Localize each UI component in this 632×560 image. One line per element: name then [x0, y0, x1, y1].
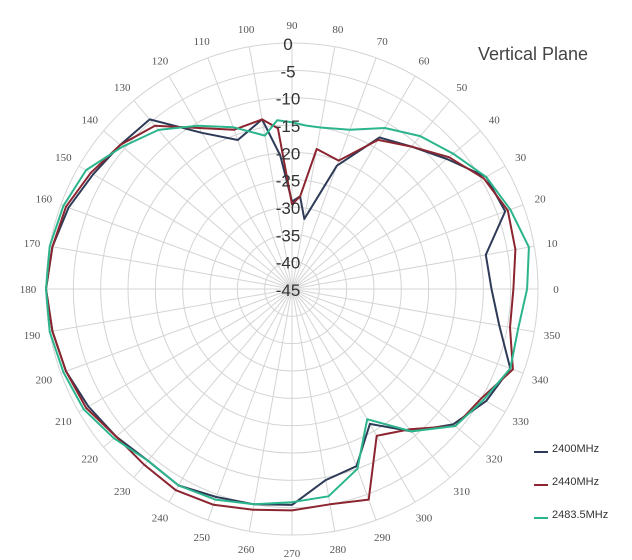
angular-tick-label: 30: [515, 152, 527, 164]
grid-spoke: [291, 57, 377, 290]
angular-tick-label: 280: [330, 544, 347, 556]
angular-tick-label: 330: [512, 416, 529, 428]
grid-spoke: [291, 288, 481, 448]
grid-spoke: [168, 75, 293, 290]
grid-spoke: [103, 130, 293, 290]
angular-tick-label: 90: [287, 20, 299, 32]
grid-spoke: [60, 204, 293, 290]
angular-tick-label: 80: [332, 24, 344, 36]
legend-label: 2483.5MHz: [552, 509, 609, 521]
chart-title: Vertical Plane: [478, 44, 589, 64]
angular-tick-label: 40: [489, 114, 501, 126]
angular-tick-label: 10: [546, 238, 558, 250]
angular-tick-label: 260: [238, 544, 255, 556]
grid-spoke: [103, 288, 293, 448]
series-line: [45, 119, 530, 506]
angular-tick-label: 190: [24, 330, 41, 342]
grid-spoke: [133, 100, 293, 290]
grid-spoke: [60, 288, 293, 374]
grid-spoke: [291, 288, 524, 374]
angular-tick-label: 130: [114, 82, 131, 94]
legend-swatch: [534, 484, 548, 486]
grid-spoke: [291, 288, 535, 333]
angular-tick-label: 120: [152, 55, 169, 67]
angular-tick-label: 140: [82, 114, 99, 126]
grid-spoke: [291, 288, 336, 532]
grid-spoke: [49, 245, 293, 290]
radial-tick-label: -45: [276, 281, 301, 300]
angular-tick-label: 290: [374, 532, 391, 544]
radial-tick-label: -10: [276, 90, 301, 109]
grid-spoke: [291, 204, 524, 290]
grid-spoke: [291, 288, 377, 521]
series-line: [45, 118, 517, 512]
radial-tick-label: 0: [283, 35, 292, 54]
angular-tick-label: 150: [55, 152, 72, 164]
radial-tick-label: -5: [280, 62, 295, 81]
grid-spoke: [291, 288, 506, 413]
grid-spoke: [133, 288, 293, 478]
angular-tick-label: 250: [193, 532, 210, 544]
grid-spoke: [291, 100, 451, 290]
angular-tick-label: 50: [456, 82, 468, 94]
angular-tick-label: 160: [36, 194, 53, 206]
grid-spoke: [207, 57, 293, 290]
angular-tick-label: 300: [416, 513, 433, 525]
legend-label: 2440MHz: [552, 476, 600, 488]
radial-tick-label: -25: [276, 172, 301, 191]
grid-spoke: [49, 288, 293, 333]
angular-tick-label: 350: [544, 330, 561, 342]
grid-spoke: [78, 165, 293, 290]
grid-spoke: [291, 165, 506, 290]
legend-swatch: [534, 451, 548, 453]
grid-spoke: [207, 288, 293, 521]
angular-tick-label: 210: [55, 416, 72, 428]
angular-tick-label: 310: [453, 486, 470, 498]
grid-spoke: [291, 245, 535, 290]
grid-spoke: [291, 46, 336, 290]
series-lines: [45, 118, 530, 512]
grid-spoke: [248, 46, 293, 290]
angular-tick-labels: 0 10 20 30 40 50 60 70 80 90 100 110 120 130 140 150 160…: [20, 20, 561, 560]
angular-tick-label: 0: [553, 284, 559, 296]
grid-spoke: [291, 75, 416, 290]
angular-tick-label: 170: [24, 238, 41, 250]
angular-tick-label: 320: [486, 454, 503, 466]
legend-label: 2400MHz: [552, 443, 600, 455]
angular-tick-label: 240: [152, 513, 169, 525]
angular-tick-label: 20: [535, 194, 547, 206]
radial-tick-labels: 0 -5 -10 -15 -20 -25 -30 -35 -40 -45: [276, 35, 301, 300]
legend-swatch: [534, 517, 548, 519]
radial-tick-label: -15: [276, 117, 301, 136]
angular-tick-label: 60: [419, 55, 431, 67]
angular-tick-label: 110: [194, 36, 211, 48]
angular-tick-label: 70: [377, 36, 389, 48]
angular-tick-label: 180: [20, 284, 37, 296]
polar-spokes: [46, 43, 538, 535]
grid-spoke: [168, 288, 293, 503]
radial-tick-label: -40: [276, 254, 301, 273]
grid-spoke: [291, 288, 451, 478]
grid-spoke: [291, 288, 416, 503]
angular-tick-label: 230: [114, 486, 131, 498]
grid-spoke: [78, 288, 293, 413]
radial-tick-label: -20: [276, 144, 301, 163]
angular-tick-label: 220: [82, 454, 99, 466]
angular-tick-label: 270: [284, 548, 301, 560]
angular-tick-label: 340: [532, 374, 549, 386]
radial-tick-label: -30: [276, 199, 301, 218]
radial-tick-label: -35: [276, 226, 301, 245]
angular-tick-label: 200: [36, 374, 53, 386]
angular-tick-label: 100: [238, 24, 255, 36]
grid-spoke: [248, 288, 293, 532]
